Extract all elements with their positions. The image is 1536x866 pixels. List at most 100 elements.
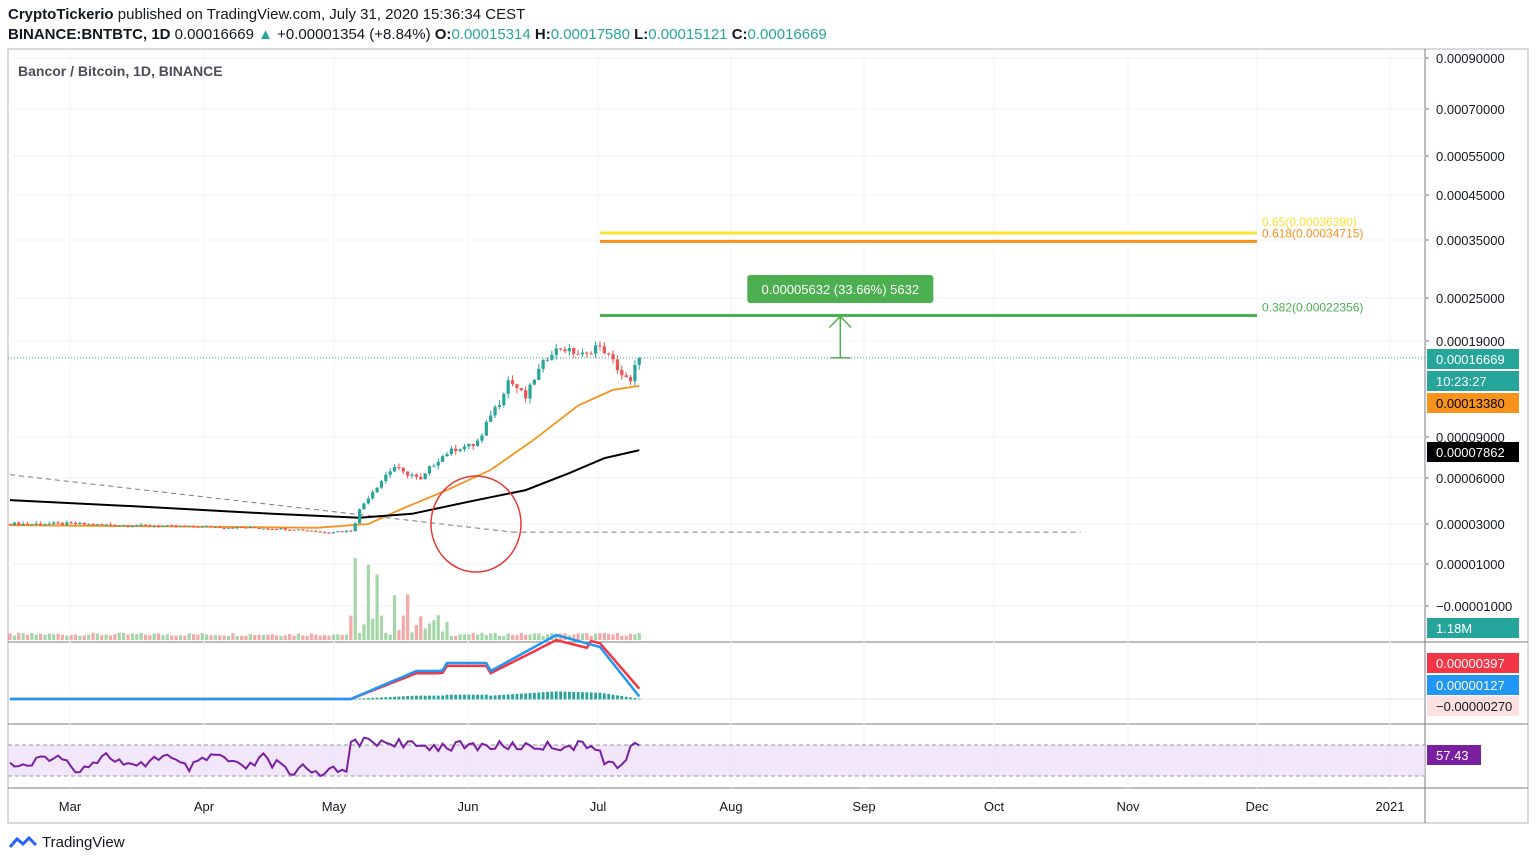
candle[interactable]	[122, 525, 126, 527]
candle[interactable]	[174, 525, 178, 527]
candle[interactable]	[554, 348, 558, 355]
candle[interactable]	[279, 528, 283, 530]
candle[interactable]	[240, 527, 244, 529]
candle[interactable]	[148, 525, 152, 527]
candle[interactable]	[82, 522, 86, 525]
candle[interactable]	[602, 346, 606, 354]
candle[interactable]	[60, 522, 65, 525]
candle[interactable]	[475, 440, 480, 446]
candle[interactable]	[480, 435, 484, 441]
candle[interactable]	[419, 476, 423, 480]
candle[interactable]	[615, 359, 620, 370]
candle[interactable]	[87, 524, 91, 526]
candle[interactable]	[537, 368, 541, 380]
time-axis[interactable]: Mar Apr May Jun Jul Aug Sep Oct Nov Dec 2021	[59, 799, 1405, 814]
candle[interactable]	[449, 448, 453, 454]
candle[interactable]	[17, 522, 21, 525]
candle[interactable]	[414, 474, 419, 477]
candle[interactable]	[471, 443, 475, 446]
candle[interactable]	[21, 523, 25, 525]
candle[interactable]	[244, 527, 248, 529]
candle[interactable]	[432, 465, 436, 467]
candle[interactable]	[100, 524, 104, 526]
candle[interactable]	[375, 487, 379, 493]
candle[interactable]	[611, 354, 615, 360]
candle[interactable]	[497, 405, 502, 407]
candle[interactable]	[266, 528, 270, 530]
candle[interactable]	[358, 509, 362, 524]
candle[interactable]	[502, 393, 506, 406]
candle[interactable]	[178, 525, 183, 527]
candle[interactable]	[388, 471, 392, 475]
candle[interactable]	[484, 421, 488, 436]
candle[interactable]	[541, 360, 545, 369]
candle[interactable]	[130, 526, 134, 528]
footer-brand[interactable]: TradingView	[42, 834, 125, 851]
candle[interactable]	[397, 467, 401, 469]
candle[interactable]	[519, 388, 523, 391]
candle[interactable]	[191, 525, 196, 527]
candle[interactable]	[283, 528, 287, 530]
candle[interactable]	[528, 384, 532, 399]
candle[interactable]	[314, 531, 318, 533]
candle[interactable]	[205, 526, 209, 528]
candle[interactable]	[620, 369, 624, 376]
candle[interactable]	[510, 380, 515, 385]
candle[interactable]	[156, 526, 161, 528]
candle[interactable]	[108, 524, 113, 526]
candle[interactable]	[331, 532, 335, 534]
candle[interactable]	[327, 532, 331, 534]
candle[interactable]	[392, 467, 397, 472]
candle[interactable]	[139, 524, 143, 526]
candle[interactable]	[371, 492, 375, 499]
candle[interactable]	[135, 525, 139, 527]
candle[interactable]	[445, 453, 449, 457]
candle[interactable]	[248, 527, 252, 529]
candle[interactable]	[78, 522, 82, 525]
candle[interactable]	[8, 524, 12, 525]
candle[interactable]	[170, 525, 174, 527]
candle[interactable]	[427, 466, 432, 474]
candle[interactable]	[143, 524, 148, 526]
candle[interactable]	[73, 522, 78, 525]
candle[interactable]	[624, 375, 628, 378]
candle[interactable]	[379, 481, 384, 488]
price-axis[interactable]: 0.00090000 0.00070000 0.00055000 0.00045000…	[1425, 51, 1512, 614]
candle[interactable]	[567, 348, 571, 352]
candle[interactable]	[43, 524, 47, 526]
candle[interactable]	[218, 527, 222, 529]
candle[interactable]	[91, 524, 95, 526]
candle[interactable]	[515, 384, 519, 389]
fib-levels[interactable]: 0.65(0.00036390)0.618(0.00034715) 0.382(0…	[8, 215, 1425, 359]
candle[interactable]	[30, 524, 34, 526]
candle[interactable]	[187, 525, 191, 527]
candle[interactable]	[384, 474, 388, 482]
candle[interactable]	[366, 498, 370, 504]
candle[interactable]	[253, 527, 257, 529]
candle[interactable]	[296, 529, 301, 531]
candle[interactable]	[152, 526, 156, 528]
candle[interactable]	[305, 530, 309, 532]
candle[interactable]	[161, 525, 165, 527]
candle[interactable]	[309, 530, 314, 532]
candle[interactable]	[69, 522, 73, 524]
candle[interactable]	[183, 525, 187, 527]
candle[interactable]	[196, 526, 200, 528]
candles[interactable]	[8, 341, 641, 534]
candle[interactable]	[563, 349, 567, 352]
candle[interactable]	[288, 529, 292, 531]
candle[interactable]	[353, 523, 357, 532]
candle[interactable]	[593, 345, 598, 354]
candle[interactable]	[257, 528, 261, 530]
candle[interactable]	[559, 348, 563, 350]
candle[interactable]	[344, 530, 349, 532]
candle[interactable]	[545, 359, 550, 361]
trendline-diagonal[interactable]	[9, 474, 513, 533]
candle[interactable]	[226, 527, 231, 529]
candle[interactable]	[532, 379, 536, 385]
candle[interactable]	[628, 377, 633, 382]
candle[interactable]	[441, 456, 445, 462]
candle[interactable]	[47, 523, 51, 525]
candle[interactable]	[113, 525, 117, 527]
candle[interactable]	[454, 448, 458, 452]
